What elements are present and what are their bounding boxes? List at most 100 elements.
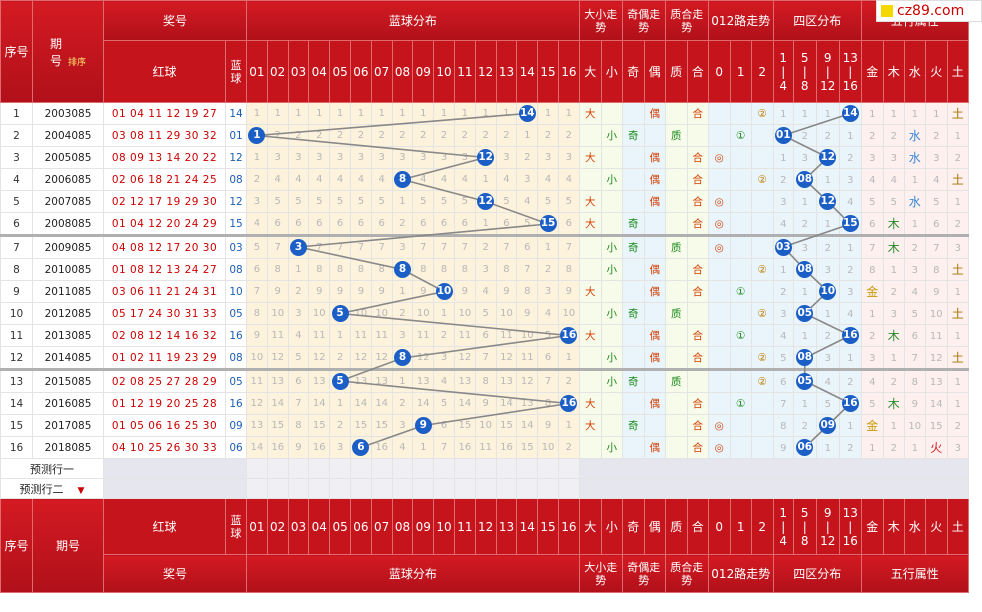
- dist-cell: 7: [537, 368, 559, 393]
- dist-cell: 2: [370, 124, 393, 147]
- predict-blue-cell[interactable]: [391, 458, 414, 479]
- dist-cell: 6: [412, 212, 435, 236]
- dx-small: 小: [600, 168, 623, 191]
- col-header-period[interactable]: 期号 排序: [32, 0, 104, 103]
- predict-blue-cell[interactable]: [557, 458, 580, 479]
- dist-cell: 2: [391, 392, 414, 415]
- omit-value: 4: [824, 376, 831, 388]
- predict-blue-cell[interactable]: [391, 478, 414, 499]
- r012-cell: [729, 414, 752, 437]
- dist-cell: 13: [495, 368, 518, 393]
- predict-blue-cell[interactable]: [287, 458, 310, 479]
- omit-value: 3: [544, 286, 552, 297]
- wx-cell: 1: [946, 392, 969, 415]
- predict-blue-cell[interactable]: [474, 458, 497, 479]
- predict-blue-cell[interactable]: [433, 458, 455, 479]
- omit-value: 6: [357, 218, 365, 229]
- dist-cell: 2: [433, 124, 455, 147]
- predict-blue-cell[interactable]: [412, 458, 435, 479]
- dist-cell: 9: [557, 280, 580, 303]
- predict-blue-cell[interactable]: [349, 478, 372, 499]
- predict-row-label[interactable]: 预测行一: [0, 458, 104, 479]
- wx-col: 金: [860, 498, 884, 555]
- zone-col: 13 | 16: [838, 40, 862, 103]
- omit-value: 2: [440, 330, 448, 341]
- predict-blue-cell[interactable]: [370, 478, 393, 499]
- omit-value: 9: [336, 286, 344, 297]
- dist-cell: 3: [557, 146, 580, 169]
- predict-blue-cell[interactable]: [537, 458, 559, 479]
- omit-value: 8: [440, 264, 448, 275]
- predict-row-label[interactable]: 预测行二 ▼: [0, 478, 104, 499]
- predict-blue-cell[interactable]: [412, 478, 435, 499]
- sort-button[interactable]: 排序: [67, 57, 86, 68]
- dx-big: 大: [578, 414, 602, 437]
- omit-value: 5: [565, 196, 573, 207]
- omit-value: 2: [253, 174, 261, 185]
- dist-cell: 7: [453, 234, 476, 259]
- collapse-arrow-icon[interactable]: ▼: [77, 485, 85, 496]
- predict-blue-cell[interactable]: [516, 478, 539, 499]
- wx-cell: 5: [860, 392, 884, 415]
- omit-value: 3: [461, 152, 469, 163]
- dist-cell: 1: [349, 102, 372, 125]
- dist-cell: 2: [266, 124, 289, 147]
- dist-cell: 3: [433, 146, 455, 169]
- zh-col: 质: [664, 498, 688, 555]
- omit-value: 4: [253, 218, 261, 229]
- r012-cell: [750, 212, 774, 236]
- r012-cell: ②: [750, 168, 774, 191]
- dist-cell: 3: [391, 146, 414, 169]
- row-red-balls: 05 17 24 30 31 33: [103, 302, 226, 325]
- predict-blue-cell[interactable]: [308, 458, 331, 479]
- omit-value: 6: [274, 218, 281, 229]
- jo-odd: [621, 280, 645, 303]
- hit-ball: 14: [518, 105, 536, 122]
- predict-blue-cell[interactable]: [287, 478, 310, 499]
- dist-cell: 14: [495, 392, 518, 415]
- r012-cell: [750, 392, 774, 415]
- zone-cell: 2: [772, 168, 794, 191]
- wx-cell: 木: [882, 212, 905, 236]
- omit-value: 15: [375, 420, 389, 431]
- dist-cell: 1: [370, 102, 393, 125]
- site-logo[interactable]: cz89.com: [876, 0, 982, 22]
- predict-blue-cell[interactable]: [495, 478, 518, 499]
- predict-blue-cell[interactable]: [453, 478, 476, 499]
- predict-blue-cell[interactable]: [557, 478, 580, 499]
- predict-blue-cell[interactable]: [329, 478, 351, 499]
- dist-cell: 4: [308, 168, 331, 191]
- predict-blue-cell[interactable]: [246, 478, 268, 499]
- predict-blue-cell[interactable]: [537, 478, 559, 499]
- wx-cell: 2: [860, 324, 884, 347]
- zone-cell: 1: [815, 436, 840, 459]
- predict-blue-cell[interactable]: [495, 458, 518, 479]
- predict-blue-cell[interactable]: [349, 458, 372, 479]
- wx-cell: 1: [946, 324, 969, 347]
- predict-blue-cell[interactable]: [329, 458, 351, 479]
- zone-col: 1 | 4: [772, 498, 794, 555]
- predict-blue-cell[interactable]: [516, 458, 539, 479]
- wx-col: 水: [903, 40, 926, 103]
- omit-value: 5: [524, 218, 531, 229]
- predict-blue-cell[interactable]: [433, 478, 455, 499]
- dist-cell: 8: [329, 258, 351, 281]
- predict-blue-cell[interactable]: [246, 458, 268, 479]
- dx-small: [600, 102, 623, 125]
- dist-cell: 1: [287, 258, 310, 281]
- omit-value: 2: [378, 130, 385, 141]
- wx-cell: 7: [903, 346, 926, 370]
- zone-cell: 08: [792, 346, 817, 370]
- table-row: 7 2009085 04 08 12 17 20 30 03 5 7 3 7 7 7 7 3 7 7 7 2 7…: [0, 234, 969, 259]
- predict-blue-cell[interactable]: [308, 478, 331, 499]
- wx-cell: 1: [860, 436, 884, 459]
- r012-cell: ◎: [707, 190, 731, 213]
- omit-value: 1: [890, 420, 897, 432]
- predict-blue-cell[interactable]: [474, 478, 497, 499]
- dx-big: 大: [578, 324, 602, 347]
- predict-blue-cell[interactable]: [266, 478, 289, 499]
- predict-blue-cell[interactable]: [453, 458, 476, 479]
- predict-blue-cell[interactable]: [266, 458, 289, 479]
- predict-blue-cell[interactable]: [370, 458, 393, 479]
- row-red-balls: 03 06 11 21 24 31: [103, 280, 226, 303]
